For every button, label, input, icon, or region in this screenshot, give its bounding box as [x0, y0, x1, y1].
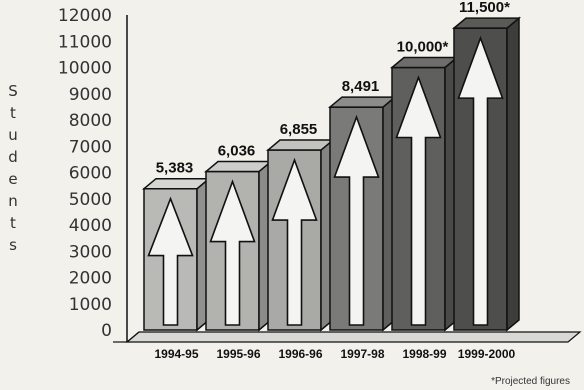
y-tick-label: 6000 — [69, 164, 112, 184]
footnote: *Projected figures — [491, 376, 570, 387]
data-label: 5,383 — [156, 160, 194, 177]
y-axis-label-letter: e — [8, 170, 18, 188]
bar-top — [327, 96, 398, 108]
y-axis-label-letter: S — [8, 82, 18, 100]
bar-top — [451, 17, 522, 29]
x-tick-label: 1998-99 — [402, 347, 446, 361]
bar-arrow — [209, 179, 256, 326]
y-tick-label: 0 — [101, 321, 112, 341]
y-axis-label-letter: s — [9, 236, 17, 254]
y-axis-label-letter: d — [8, 148, 18, 166]
y-tick-label: 3000 — [69, 242, 112, 262]
bar-top — [203, 160, 274, 173]
bar-arrow — [271, 157, 318, 326]
bar-arrow — [333, 114, 380, 326]
y-tick-label: 8000 — [69, 111, 112, 131]
y-axis-label-letter: t — [10, 214, 16, 232]
y-tick-label: 11000 — [58, 32, 112, 52]
y-axis-label-letter: t — [10, 104, 16, 122]
y-tick-label: 1000 — [69, 295, 112, 315]
y-tick-label: 10000 — [58, 59, 112, 79]
x-tick-label: 1997-98 — [340, 347, 384, 361]
x-tick-label: 1994-95 — [154, 347, 198, 361]
data-label: 10,000* — [397, 39, 449, 56]
bar-top — [141, 177, 212, 190]
bar-arrow — [395, 75, 442, 326]
axis-corner — [126, 331, 140, 343]
y-tick-label: 2000 — [69, 269, 112, 289]
y-tick-label: 12000 — [58, 6, 112, 26]
y-axis-label-letter: n — [8, 192, 18, 210]
y-tick-label: 7000 — [69, 137, 112, 157]
chart-floor — [125, 331, 582, 343]
x-tick-label: 1999-2000 — [458, 347, 516, 361]
bar-arrow — [147, 196, 194, 326]
x-tick-label: 1996-96 — [278, 347, 322, 361]
y-tick-label: 4000 — [69, 216, 112, 236]
bar-top — [265, 139, 336, 151]
y-tick-label: 5000 — [69, 190, 112, 210]
y-tick-label: 9000 — [69, 85, 112, 105]
y-axis-label-letter: u — [8, 126, 18, 144]
bar-arrow — [457, 35, 504, 326]
x-tick-label: 1995-96 — [216, 347, 260, 361]
data-label: 6,855 — [280, 121, 318, 138]
bar-top — [389, 56, 460, 69]
data-label: 11,500* — [459, 0, 510, 16]
data-label: 8,491 — [342, 78, 380, 95]
bar-side — [506, 16, 520, 332]
data-label: 6,036 — [218, 143, 256, 160]
